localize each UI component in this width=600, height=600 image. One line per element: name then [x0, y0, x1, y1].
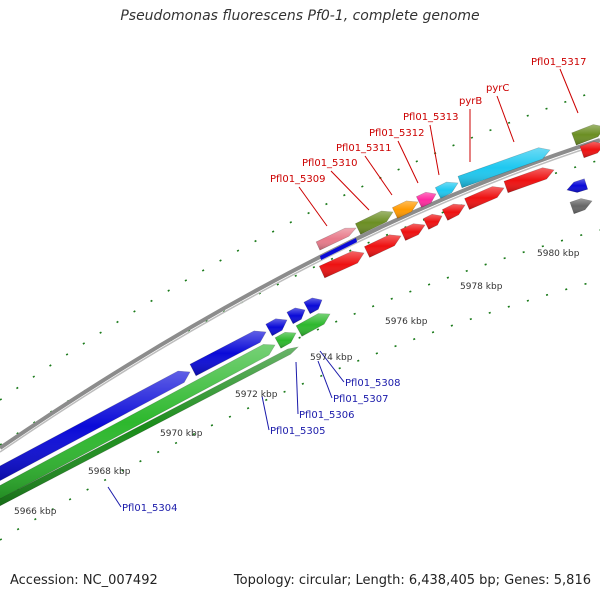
backbone-line-outer: [0, 138, 600, 450]
gene-arrow-shading: [416, 192, 436, 208]
gene-arrow-shading: [423, 214, 442, 230]
gene-arrow-shading: [265, 318, 287, 336]
gene-label-pfl01-5307: Pfl01_5307: [333, 394, 389, 405]
gene-label-pfl01-5312: Pfl01_5312: [369, 128, 425, 139]
leader-line: [261, 395, 270, 431]
gene-arrow-shading: [580, 141, 600, 158]
gene-arrow-shading: [0, 344, 275, 500]
gene-label-pfl01-5309: Pfl01_5309: [270, 174, 326, 185]
gene-label-pyrc: pyrC: [486, 83, 509, 94]
gene-arrow-shading: [458, 147, 550, 188]
kbp-label: 5970 kbp: [160, 429, 203, 439]
gene-arrow-shading: [567, 178, 588, 193]
kbp-labels: 5966 kbp 5968 kbp 5970 kbp 5972 kbp 5974…: [14, 249, 580, 517]
upper-gene-labels: Pfl01_5309 Pfl01_5310 Pfl01_5311 Pfl01_5…: [270, 57, 587, 185]
leader-line: [295, 361, 299, 415]
map-title: Pseudomonas fluorescens Pf0-1, complete …: [120, 8, 480, 24]
gene-label-pfl01-5305: Pfl01_5305: [270, 426, 326, 437]
leader-line: [107, 486, 122, 508]
kbp-label: 5978 kbp: [460, 282, 503, 292]
lower-gene-labels: Pfl01_5304 Pfl01_5305 Pfl01_5306 Pfl01_5…: [122, 378, 401, 514]
gene-arrow-shading: [392, 200, 418, 219]
gene-arrow-shading: [316, 228, 356, 251]
gene-arrow-pink-1-lower[interactable]: [320, 238, 357, 260]
leader-line: [298, 186, 328, 227]
gene-arrow-shading: [400, 223, 425, 241]
gene-arrow-shading: [504, 167, 554, 193]
gene-arrow-shading: [0, 371, 190, 481]
tick-row-inner-bottom: [0, 229, 600, 501]
gene-arrow-shading: [0, 347, 298, 506]
gene-arrow-shading: [442, 204, 465, 221]
leader-line: [559, 68, 579, 114]
gene-label-pfl01-5311: Pfl01_5311: [336, 143, 392, 154]
leader-line: [319, 350, 345, 383]
gene-arrows: [0, 124, 600, 507]
gene-label-pyrb: pyrB: [459, 96, 482, 107]
gene-arrow-shading: [355, 211, 393, 235]
gene-label-pfl01-5317: Pfl01_5317: [531, 57, 587, 68]
gene-arrow-shading: [319, 251, 364, 278]
leader-line: [317, 360, 333, 399]
leader-line: [429, 124, 440, 176]
gene-arrow-shading: [296, 313, 330, 337]
kbp-label: 5980 kbp: [537, 249, 580, 259]
gene-label-pfl01-5313: Pfl01_5313: [403, 112, 459, 123]
gene-arrow-shading: [464, 186, 504, 210]
gene-arrow-shading: [275, 332, 296, 349]
kbp-label: 5974 kbp: [310, 353, 353, 363]
topology-text: Topology: circular; Length: 6,438,405 bp…: [233, 573, 591, 588]
kbp-label: 5968 kbp: [88, 467, 131, 477]
backbone: [0, 138, 600, 453]
accession-text: Accession: NC_007492: [10, 573, 158, 588]
gene-arrow-shading: [435, 182, 458, 199]
kbp-label: 5972 kbp: [235, 390, 278, 400]
kbp-label: 5976 kbp: [385, 317, 428, 327]
gene-arrow-shading: [364, 234, 401, 258]
gene-arrow-shading: [571, 124, 600, 146]
leader-line: [496, 95, 515, 143]
leader-lines: [107, 68, 579, 508]
leader-line: [364, 155, 393, 196]
gene-arrow-shading: [190, 330, 266, 376]
gene-arrow-shading: [303, 297, 322, 314]
leader-line: [330, 170, 370, 211]
gene-label-pfl01-5308: Pfl01_5308: [345, 378, 401, 389]
gene-arrow-shading: [570, 198, 592, 214]
leader-line: [397, 140, 419, 184]
gene-label-pfl01-5310: Pfl01_5310: [302, 158, 358, 169]
gene-arrow-shading: [286, 307, 305, 324]
tick-row-outer-top: [0, 89, 600, 401]
backbone-line-inner: [0, 143, 600, 453]
gene-label-pfl01-5304: Pfl01_5304: [122, 503, 178, 514]
kbp-label: 5966 kbp: [14, 507, 57, 517]
tick-row-inner-top: [0, 159, 600, 446]
gene-label-pfl01-5306: Pfl01_5306: [299, 410, 355, 421]
